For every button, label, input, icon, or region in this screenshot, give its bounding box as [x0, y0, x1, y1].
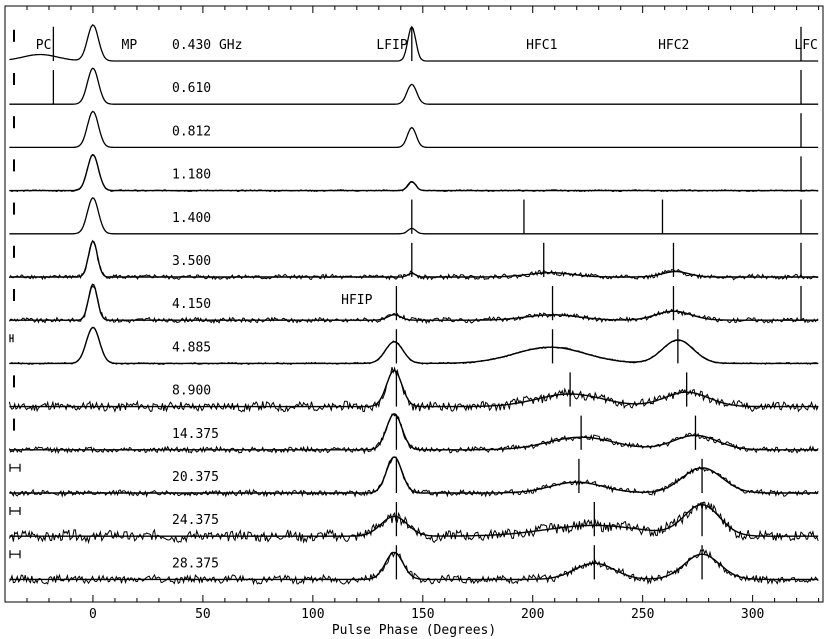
component-label-mp: MP [122, 38, 138, 53]
observed-profile [9, 197, 819, 235]
trace-3: 1.180 [9, 153, 819, 193]
profile-traces: 0.430 GHz 0.610 0.812 1.180 1.400 3.500 4.150 4… [8, 24, 819, 586]
frequency-label: 1.180 [172, 168, 211, 183]
component-label-hfc1: HFC1 [526, 38, 557, 53]
fit-profile [9, 456, 819, 494]
observed-profile [9, 456, 819, 498]
component-label-hfc2: HFC2 [658, 38, 689, 53]
observed-profile [9, 154, 819, 193]
frequency-label: 24.375 [172, 513, 219, 528]
error-bracket [9, 334, 14, 343]
error-bracket [9, 463, 21, 472]
fit-profile [9, 153, 819, 192]
trace-2: 0.812 [9, 110, 819, 149]
plot-frame [4, 5, 824, 603]
observed-profile [8, 501, 819, 545]
x-axis: 0 50 100 150 200 250 300 [26, 6, 820, 622]
fit-profile [9, 240, 819, 278]
component-label-hfip: HFIP [341, 293, 372, 308]
x-tick-label: 150 [411, 607, 434, 622]
observed-profile [8, 366, 819, 413]
observed-profile [9, 326, 819, 365]
x-axis-title: Pulse Phase (Degrees) [332, 623, 496, 638]
trace-0: 0.430 GHz [9, 24, 819, 62]
component-label-lfc: LFC [794, 38, 817, 53]
x-tick-label: 300 [741, 607, 764, 622]
trace-11: 24.375 [8, 501, 819, 545]
error-bracket [9, 550, 21, 559]
frequency-label: 0.610 [172, 81, 211, 96]
x-tick-label: 100 [301, 607, 324, 622]
trace-1: 0.610 [9, 67, 819, 105]
observed-profile [9, 110, 819, 149]
trace-7: 4.885 [9, 326, 819, 365]
observed-profile [8, 413, 819, 455]
observed-profile [9, 24, 819, 62]
fit-profile [9, 369, 819, 408]
fit-profile [9, 283, 819, 321]
fit-profile [9, 551, 819, 581]
component-labels: PC MP LFIP HFC1 HFC2 LFC HFIP [36, 38, 818, 308]
trace-8: 8.900 [8, 366, 819, 413]
trace-4: 1.400 [9, 197, 819, 235]
frequency-label: 4.885 [172, 340, 211, 355]
trace-10: 20.375 [9, 456, 819, 498]
x-tick-label: 200 [521, 607, 544, 622]
component-label-pc: PC [36, 38, 52, 53]
fit-profile [9, 326, 819, 365]
component-label-lfip: LFIP [376, 38, 407, 53]
observed-profile [9, 67, 819, 105]
trace-12: 28.375 [8, 545, 819, 586]
frequency-label: 4.150 [172, 297, 211, 312]
x-tick-label: 50 [195, 607, 211, 622]
frequency-label: 8.900 [172, 384, 211, 399]
fit-profile [9, 413, 819, 451]
frequency-label: 14.375 [172, 427, 219, 442]
x-tick-label: 0 [89, 607, 97, 622]
frequency-label: 1.400 [172, 211, 211, 226]
trace-9: 14.375 [8, 413, 819, 455]
frequency-label: 0.812 [172, 124, 211, 139]
frequency-label: 20.375 [172, 470, 219, 485]
trace-5: 3.500 [8, 239, 819, 281]
frequency-label: 3.500 [172, 254, 211, 269]
observed-profile [8, 285, 819, 325]
x-tick-label: 250 [631, 607, 654, 622]
error-bracket [9, 507, 21, 515]
frequency-label: 28.375 [172, 556, 219, 571]
trace-6: 4.150 [8, 283, 819, 325]
frequency-label: 0.430 GHz [172, 38, 242, 53]
fit-profile [9, 504, 819, 537]
